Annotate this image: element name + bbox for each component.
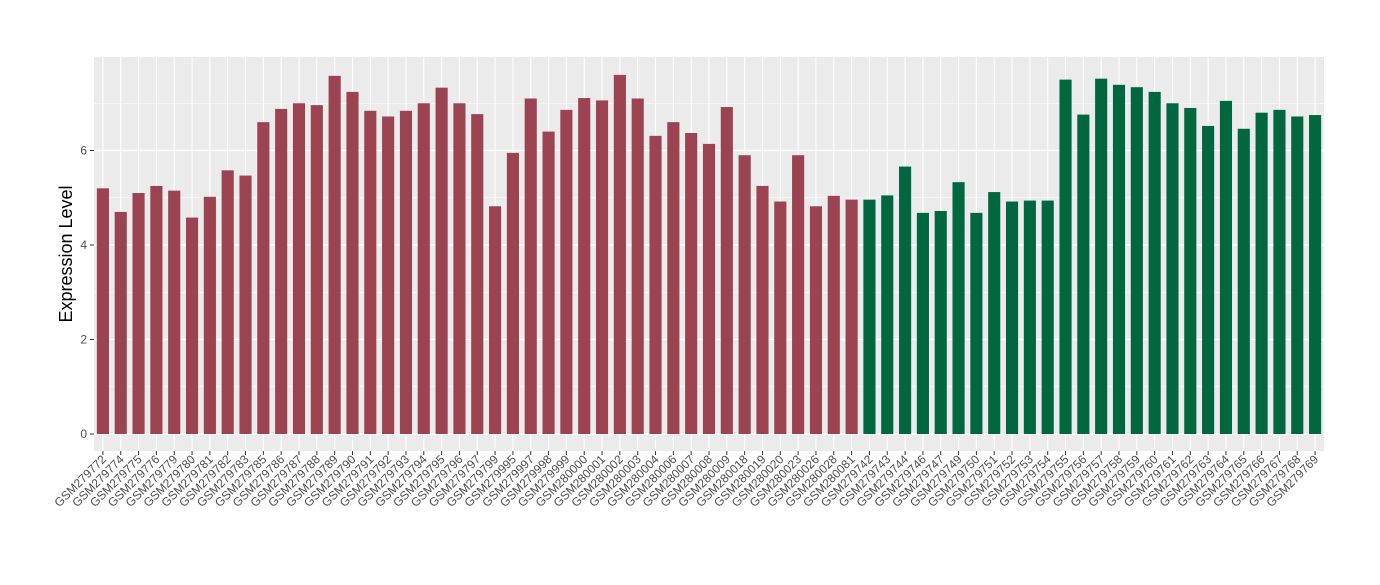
bar-GSM280003 xyxy=(631,98,644,435)
bar-GSM279758 xyxy=(1112,84,1126,434)
bar-GSM280019 xyxy=(756,185,769,434)
bar-GSM279753 xyxy=(1023,200,1036,434)
bar-GSM279995 xyxy=(506,152,519,435)
bar-GSM279764 xyxy=(1219,100,1233,434)
bar-GSM279750 xyxy=(970,212,983,434)
bar-GSM279755 xyxy=(1059,79,1072,434)
bar-GSM279769 xyxy=(1309,115,1322,434)
bar-GSM280004 xyxy=(649,135,662,435)
bar-GSM279787 xyxy=(292,103,306,434)
bar-GSM279783 xyxy=(239,175,252,435)
bar-GSM279779 xyxy=(168,190,181,434)
bar-GSM280023 xyxy=(792,155,805,434)
bar-GSM280006 xyxy=(667,122,680,435)
bar-GSM280009 xyxy=(720,107,733,434)
bar-GSM279795 xyxy=(435,87,448,434)
bar-GSM279742 xyxy=(863,199,876,434)
bar-GSM279788 xyxy=(310,105,323,434)
bar-GSM279774 xyxy=(114,211,127,434)
bar-GSM279781 xyxy=(203,196,216,434)
bar-GSM279780 xyxy=(185,217,199,434)
y-axis-label: Expression Level xyxy=(56,185,76,322)
bar-GSM279766 xyxy=(1255,112,1268,434)
bar-GSM279757 xyxy=(1095,78,1108,435)
bar-GSM279772 xyxy=(96,188,109,434)
bar-GSM280007 xyxy=(685,133,698,434)
bar-GSM280018 xyxy=(738,155,751,434)
bar-GSM279754 xyxy=(1041,200,1054,434)
bar-GSM279799 xyxy=(489,206,502,434)
bar-GSM279789 xyxy=(328,75,341,434)
bar-GSM279999 xyxy=(560,109,573,435)
x-axis: GSM279772GSM279774GSM279775GSM279776GSM2… xyxy=(51,451,1321,510)
bar-GSM279767 xyxy=(1273,109,1286,435)
bar-GSM279782 xyxy=(221,170,234,434)
bar-GSM279760 xyxy=(1148,91,1161,434)
bar-GSM279785 xyxy=(257,122,270,435)
bar-GSM279746 xyxy=(916,212,929,434)
bar-GSM279759 xyxy=(1130,87,1143,434)
bar-GSM280000 xyxy=(578,98,591,435)
bar-GSM279763 xyxy=(1202,125,1215,435)
bar-GSM279791 xyxy=(364,110,377,434)
y-axis: 0 2 4 6 xyxy=(80,144,94,441)
bar-GSM279776 xyxy=(150,185,163,434)
bar-GSM279752 xyxy=(1005,201,1019,434)
bar-GSM279762 xyxy=(1184,107,1197,434)
bar-GSM279794 xyxy=(417,103,430,434)
bar-GSM280008 xyxy=(702,143,716,434)
bar-GSM279792 xyxy=(382,116,395,434)
bar-GSM280081 xyxy=(845,199,858,434)
bar-GSM279749 xyxy=(952,182,965,434)
bar-GSM279997 xyxy=(524,98,537,435)
bar-GSM280028 xyxy=(827,195,840,434)
bar-GSM279761 xyxy=(1166,103,1179,434)
bar-GSM279775 xyxy=(132,193,145,434)
bar-GSM279797 xyxy=(471,114,484,435)
bar-GSM279796 xyxy=(453,103,466,434)
bars xyxy=(96,74,1322,435)
y-tick-label: 2 xyxy=(80,333,87,347)
bar-GSM280002 xyxy=(613,74,626,435)
bar-GSM279790 xyxy=(346,91,359,434)
bar-GSM279998 xyxy=(542,131,555,434)
bar-GSM279744 xyxy=(899,166,912,434)
bar-GSM279765 xyxy=(1237,128,1250,434)
y-tick-label: 4 xyxy=(80,238,87,252)
bar-GSM280026 xyxy=(809,206,823,434)
bar-GSM279747 xyxy=(934,210,947,434)
y-tick-label: 0 xyxy=(80,427,87,441)
bar-GSM279743 xyxy=(881,195,894,434)
bar-GSM279786 xyxy=(275,108,288,435)
bar-GSM280001 xyxy=(595,100,609,434)
bar-GSM279756 xyxy=(1077,114,1090,434)
bar-GSM279793 xyxy=(399,110,413,434)
y-tick-label: 6 xyxy=(80,144,87,158)
bar-GSM279751 xyxy=(988,192,1001,434)
bar-GSM279768 xyxy=(1291,116,1304,434)
bar-GSM280020 xyxy=(774,201,787,434)
